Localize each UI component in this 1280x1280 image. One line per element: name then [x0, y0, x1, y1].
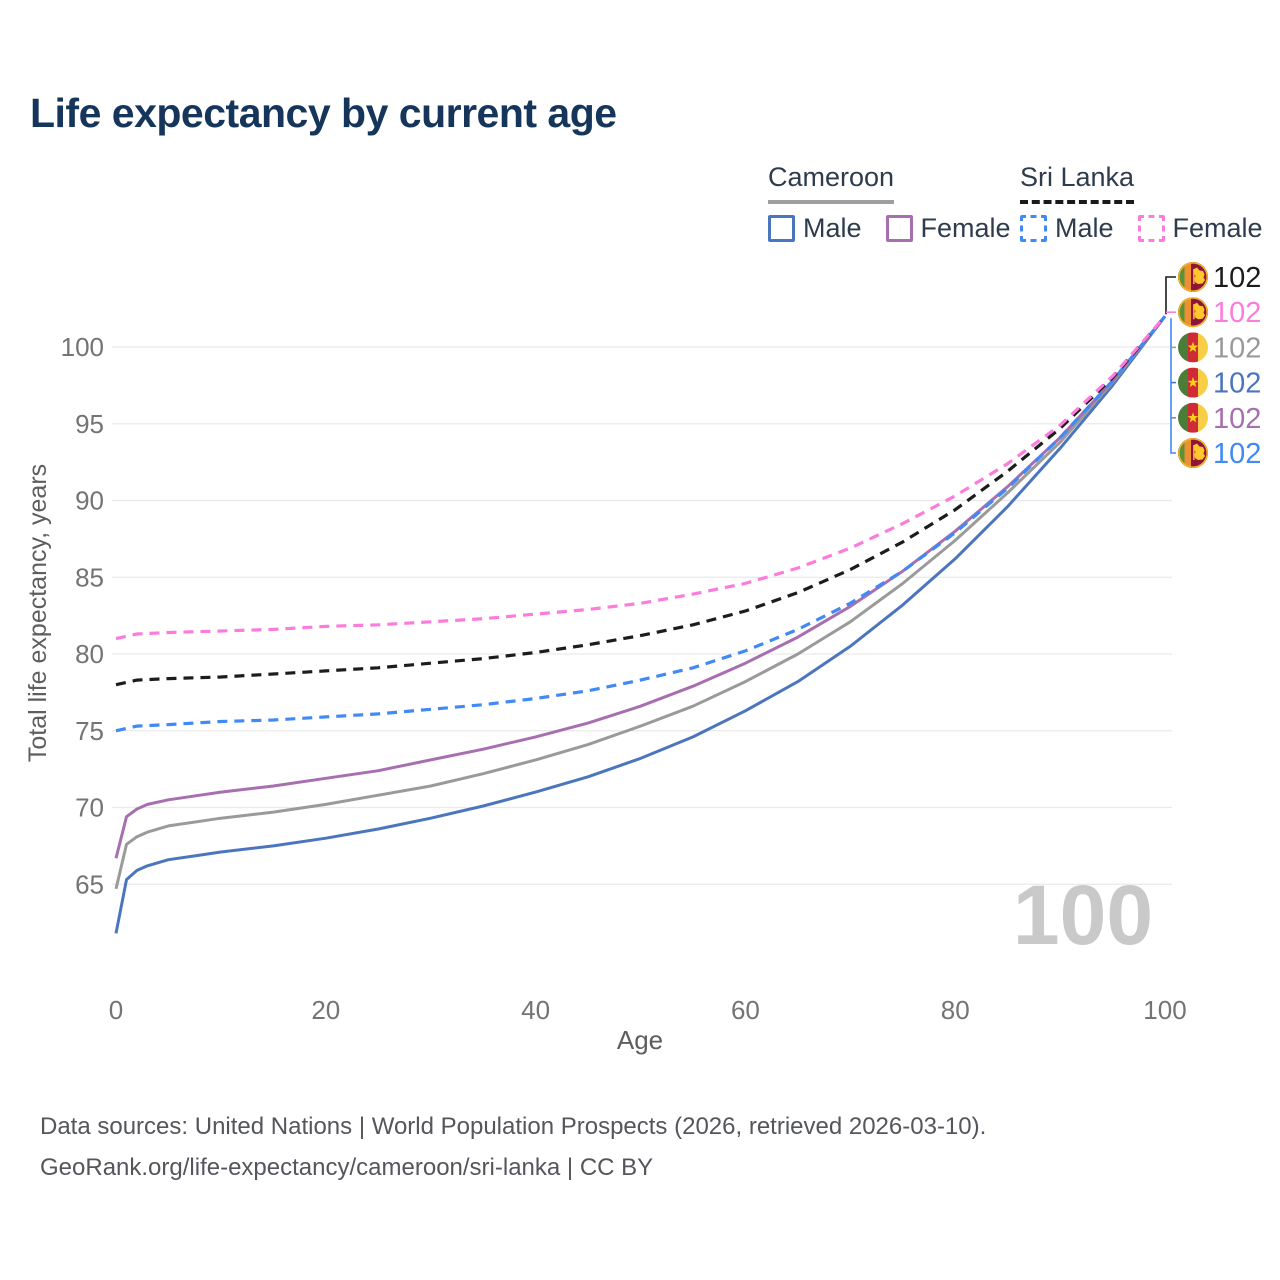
sri-lanka-female-swatch-icon — [1137, 215, 1165, 242]
legend-item-sri-lanka-female[interactable]: Female — [1137, 213, 1263, 244]
sri-lanka-female-line[interactable] — [115, 315, 1167, 641]
sri-lanka-male-line[interactable] — [115, 315, 1167, 733]
footer: Data sources: United Nations | World Pop… — [40, 1106, 986, 1188]
legend-header-sri-lanka: Sri Lanka — [1020, 162, 1135, 204]
leader-line — [1165, 276, 1176, 315]
sri-lanka-male-end-value-label: 102 — [1213, 438, 1261, 470]
y-tick-label: 85 — [75, 562, 104, 592]
x-tick-label: 0 — [109, 995, 123, 1025]
sri-lanka-total-end-value-label: 102 — [1213, 262, 1261, 294]
legend-label: Female — [1172, 213, 1263, 243]
legend-item-sri-lanka-male[interactable]: Male — [1020, 213, 1114, 244]
sri-lanka-male-swatch-icon — [1020, 215, 1047, 242]
x-tick-label: 100 — [1143, 995, 1186, 1025]
legend-item-cameroon-female[interactable]: Female — [885, 213, 1011, 244]
leader-line — [1170, 318, 1176, 454]
y-axis-title: Total life expectancy, years — [24, 464, 52, 762]
x-tick-label: 80 — [941, 995, 970, 1025]
cameroon-flag-icon — [1178, 332, 1208, 363]
cameroon-total-end-value-label: 102 — [1213, 332, 1261, 364]
cameroon-flag-icon — [1178, 402, 1208, 433]
x-tick-label: 40 — [521, 995, 550, 1025]
cameroon-male-line[interactable] — [114, 315, 1167, 934]
cameroon-male-end-value-label: 102 — [1213, 368, 1261, 400]
y-tick-label: 75 — [75, 716, 104, 746]
y-tick-label: 100 — [61, 332, 104, 362]
page-title: Life expectancy by current age — [30, 90, 617, 136]
y-tick-label: 95 — [75, 409, 104, 439]
x-axis-title: Age — [617, 1025, 663, 1055]
sri-lanka-female-end-value-label: 102 — [1213, 297, 1261, 329]
legend-label: Male — [803, 213, 862, 243]
legend-item-cameroon-male[interactable]: Male — [768, 213, 862, 244]
hovered-age-label: 100 — [1013, 868, 1153, 962]
sri-lanka-flag-icon — [1178, 297, 1208, 328]
cameroon-female-end-value-label: 102 — [1213, 403, 1261, 435]
y-tick-label: 65 — [75, 869, 104, 899]
cameroon-female-swatch-icon — [885, 215, 913, 242]
cameroon-female-line[interactable] — [114, 315, 1167, 859]
cameroon-male-swatch-icon — [768, 215, 795, 242]
legend-group-sri-lanka: Sri Lanka Male Female — [1020, 162, 1263, 244]
cameroon-total-line[interactable] — [114, 315, 1167, 890]
sri-lanka-flag-icon — [1178, 262, 1208, 292]
legend-label: Female — [920, 213, 1011, 243]
legend-label: Male — [1055, 213, 1114, 243]
x-tick-label: 20 — [311, 995, 340, 1025]
plot-area[interactable] — [112, 300, 1172, 980]
legend-group-cameroon: Cameroon Male Female — [768, 162, 1011, 244]
y-tick-label: 90 — [75, 486, 104, 516]
sri-lanka-total-line[interactable] — [115, 315, 1167, 687]
y-tick-label: 80 — [75, 639, 104, 669]
source-url-link[interactable]: GeoRank.org/life-expectancy/cameroon/sri… — [40, 1154, 654, 1181]
sri-lanka-flag-icon — [1178, 438, 1208, 468]
x-tick-label: 60 — [731, 995, 760, 1025]
y-tick-label: 70 — [75, 793, 104, 823]
cameroon-flag-icon — [1178, 367, 1208, 398]
legend-header-cameroon: Cameroon — [768, 162, 895, 204]
data-sources-text: Data sources: United Nations | World Pop… — [40, 1113, 987, 1140]
